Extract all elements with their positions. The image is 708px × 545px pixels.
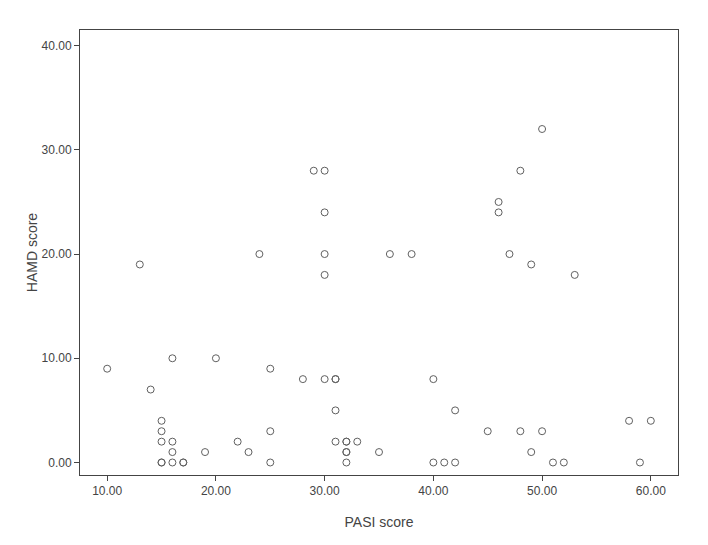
svg-text:20.00: 20.00 — [42, 247, 72, 261]
svg-text:HAMD score: HAMD score — [24, 213, 40, 293]
svg-text:30.00: 30.00 — [42, 143, 72, 157]
svg-text:PASI score: PASI score — [345, 514, 414, 530]
svg-text:10.00: 10.00 — [92, 484, 122, 498]
svg-text:50.00: 50.00 — [527, 484, 557, 498]
svg-text:10.00: 10.00 — [42, 351, 72, 365]
svg-text:0.00: 0.00 — [48, 456, 72, 470]
svg-text:20.00: 20.00 — [201, 484, 231, 498]
svg-text:40.00: 40.00 — [418, 484, 448, 498]
svg-text:30.00: 30.00 — [310, 484, 340, 498]
svg-text:60.00: 60.00 — [636, 484, 666, 498]
svg-text:40.00: 40.00 — [42, 39, 72, 53]
